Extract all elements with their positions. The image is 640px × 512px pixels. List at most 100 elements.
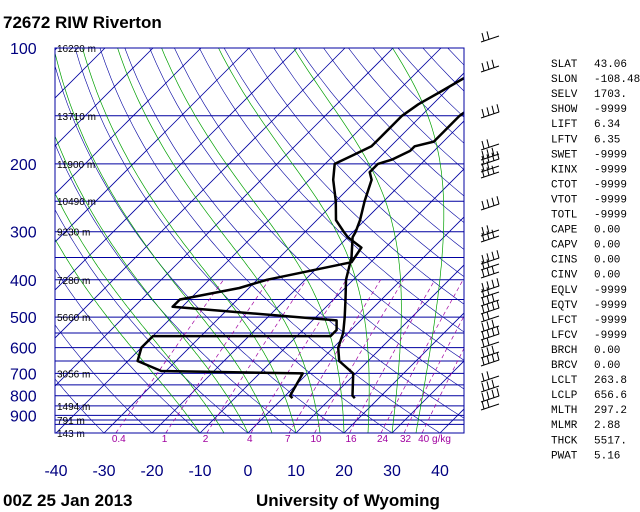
isotherm-line xyxy=(55,48,298,291)
valid-time: 00Z 25 Jan 2013 xyxy=(3,491,132,510)
dry-adiabat xyxy=(273,48,464,250)
isotherm-line xyxy=(55,48,202,195)
mixing-ratio-line xyxy=(288,279,381,433)
temperature-profile xyxy=(336,111,464,400)
dry-adiabat xyxy=(55,64,345,433)
index-name: KINX xyxy=(551,164,578,176)
height-label: 791 m xyxy=(57,416,85,427)
height-labels: 16220 m 13710 m 11900 m 10490 m 9230 m 7280 m… xyxy=(57,44,96,440)
index-name: CAPE xyxy=(551,225,578,237)
index-name: SLON xyxy=(551,74,577,86)
mixing-ratio-line xyxy=(165,279,270,433)
chart-grid xyxy=(55,48,464,433)
index-name: BRCH xyxy=(551,345,577,357)
sounding-profiles xyxy=(136,76,464,400)
mixing-ratio-label: 7 xyxy=(285,434,291,445)
index-name: EQLV xyxy=(551,285,578,297)
dry-adiabat xyxy=(323,48,464,197)
index-name: LFTV xyxy=(551,134,578,146)
isotherm-line xyxy=(295,264,464,433)
index-name: LFCV xyxy=(551,330,578,342)
wind-barb xyxy=(480,388,500,403)
mixing-ratio-line xyxy=(314,279,404,433)
height-label: 7280 m xyxy=(57,276,90,287)
index-value: 0.00 xyxy=(594,225,620,237)
index-value: 0.00 xyxy=(594,255,620,267)
index-name: LCLP xyxy=(551,390,578,402)
temperature-tick-label: -20 xyxy=(140,463,163,480)
index-value: -9999 xyxy=(594,210,627,222)
height-label: 11900 m xyxy=(57,160,95,171)
index-value: 6.35 xyxy=(594,134,620,146)
mixing-ratio-line xyxy=(349,279,436,433)
isotherm-line xyxy=(55,48,442,433)
index-value: 5.16 xyxy=(594,450,620,462)
mixing-ratio-line xyxy=(250,279,347,433)
dry-adiabat xyxy=(55,378,105,433)
index-value: 0.00 xyxy=(594,345,620,357)
wind-barb xyxy=(480,250,500,265)
index-value: -9999 xyxy=(594,315,627,327)
moist-adiabat xyxy=(55,238,201,433)
index-value: -108.48 xyxy=(594,74,640,86)
station-title: 72672 RIW Riverton xyxy=(3,13,162,32)
wind-barb xyxy=(480,345,500,359)
pressure-tick-label: 100 xyxy=(10,41,37,58)
index-value: 2.88 xyxy=(594,420,620,432)
index-name: TOTL xyxy=(551,210,577,222)
index-value: -9999 xyxy=(594,330,627,342)
isotherm-line xyxy=(103,72,464,433)
pressure-tick-label: 700 xyxy=(10,366,37,383)
temperature-tick-label: 10 xyxy=(287,463,305,480)
wind-barb xyxy=(480,229,500,243)
wind-barb xyxy=(480,326,500,341)
temperature-tick-label: 30 xyxy=(383,463,401,480)
dry-adiabat xyxy=(55,324,153,433)
index-value: 0.00 xyxy=(594,360,620,372)
mixing-ratio-label: 1 xyxy=(162,434,168,445)
index-name: CINS xyxy=(551,255,578,267)
wind-barb xyxy=(480,278,500,293)
index-name: SHOW xyxy=(551,104,578,116)
index-name: CAPV xyxy=(551,240,578,252)
wind-barb xyxy=(480,104,500,119)
mixing-ratio-label: 32 xyxy=(400,434,412,445)
pressure-tick-label: 300 xyxy=(10,225,37,242)
height-label: 13710 m xyxy=(57,112,96,123)
temperature-tick-label: -10 xyxy=(188,463,211,480)
index-name: SELV xyxy=(551,89,578,101)
moist-adiabat xyxy=(55,135,249,433)
index-value: -9999 xyxy=(594,300,627,312)
moist-adiabat xyxy=(218,48,370,433)
wind-barb xyxy=(480,259,500,271)
index-value: -9999 xyxy=(594,194,627,206)
index-value: 263.8 xyxy=(594,375,627,387)
index-name: EQTV xyxy=(551,300,578,312)
dry-adiabat xyxy=(149,48,464,390)
isotherm-line xyxy=(55,48,154,147)
index-name: SWET xyxy=(551,149,578,161)
moist-adiabat xyxy=(117,48,321,433)
pressure-axis: 100 200 300 400 500 600 700 800 900 xyxy=(10,41,37,425)
pressure-tick-label: 800 xyxy=(10,389,37,406)
wind-barb xyxy=(480,165,500,179)
dry-adiabat xyxy=(174,48,464,361)
index-value: 1703. xyxy=(594,89,627,101)
height-label: 5660 m xyxy=(57,313,90,324)
wind-barb xyxy=(480,379,500,393)
wind-barb xyxy=(480,300,500,315)
height-label: 143 m xyxy=(57,429,85,440)
mixing-ratio-line xyxy=(403,315,464,433)
wind-barb xyxy=(480,59,500,73)
wind-barb xyxy=(480,337,500,349)
height-label: 10490 m xyxy=(57,197,96,208)
wind-barb xyxy=(480,293,500,307)
wind-barb xyxy=(480,196,500,211)
dry-adiabat xyxy=(74,48,393,433)
temperature-tick-label: -30 xyxy=(92,463,115,480)
dry-adiabat xyxy=(248,48,464,278)
wind-barb xyxy=(480,225,500,237)
index-name: BRCV xyxy=(551,360,578,372)
wind-barb xyxy=(480,352,500,367)
